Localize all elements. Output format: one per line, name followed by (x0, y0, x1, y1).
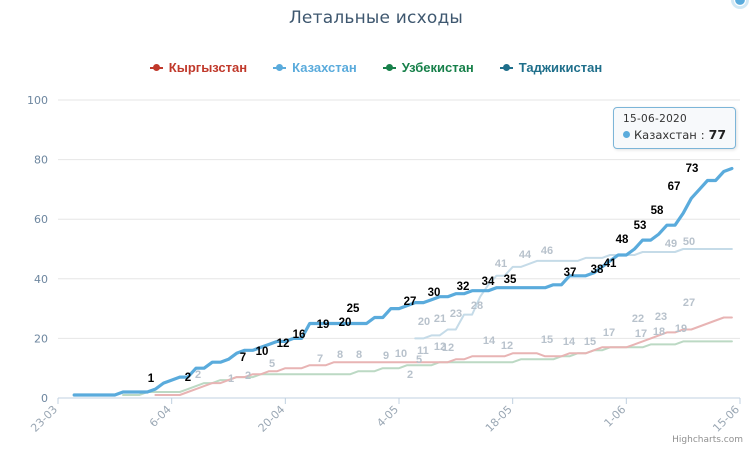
data-label: 28 (471, 300, 483, 312)
data-label: 17 (603, 327, 615, 339)
data-label: 7 (240, 352, 246, 364)
x-axis-tick-label: 18-05 (483, 403, 515, 435)
data-label: 10 (395, 348, 407, 360)
series-line-Казахстан[interactable] (72, 166, 734, 397)
legend-label: Узбекистан (401, 60, 474, 75)
data-label: 16 (293, 329, 306, 341)
data-label: 44 (519, 249, 532, 261)
legend-item-kazakhstan[interactable]: Казахстан (273, 60, 357, 75)
data-label: 2 (407, 369, 413, 381)
x-axis-tick-label: 20-04 (256, 403, 288, 435)
data-label: 17 (635, 328, 647, 340)
data-label: 12 (434, 341, 446, 353)
data-label: 37 (564, 267, 577, 279)
data-label: 15 (584, 336, 596, 348)
legend-label: Казахстан (292, 60, 357, 75)
data-label: 41 (604, 258, 617, 270)
active-point-marker[interactable] (733, 0, 747, 7)
series-line-Таджикистан[interactable] (414, 248, 733, 340)
legend-label: Кыргызстан (168, 60, 248, 75)
data-label: 14 (483, 335, 496, 347)
tooltip-series-row: Казахстан: 77 (623, 127, 726, 142)
y-axis-tick-label: 0 (41, 392, 48, 405)
data-label: 12 (442, 342, 454, 354)
data-label: 5 (416, 354, 422, 366)
x-axis-tick-label: 1-06 (602, 403, 629, 430)
data-label: 11 (417, 345, 429, 357)
tooltip-separator: : (700, 127, 705, 142)
data-label: 8 (337, 349, 343, 361)
legend-marker-icon (273, 63, 287, 72)
y-axis-tick-label: 20 (34, 332, 48, 345)
data-label: 67 (668, 181, 681, 193)
legend-item-kyrgyzstan[interactable]: Кыргызстан (149, 60, 248, 75)
y-axis-tick-label: 60 (34, 213, 48, 226)
data-label: 15 (541, 334, 553, 346)
data-label: 48 (616, 234, 629, 246)
data-label: 7 (317, 353, 323, 365)
data-label: 41 (495, 258, 507, 270)
x-axis-tick-label: 15-06 (710, 403, 742, 435)
data-label: 8 (356, 349, 362, 361)
data-label: 22 (632, 313, 644, 325)
data-label: 5 (269, 358, 275, 370)
data-label: 14 (563, 336, 576, 348)
data-label: 27 (404, 296, 417, 308)
data-label: 25 (347, 303, 360, 315)
data-label: 20 (339, 317, 352, 329)
legend-marker-icon (382, 63, 396, 72)
data-label: 10 (256, 346, 269, 358)
series-line-Кыргызстан[interactable] (154, 316, 733, 396)
chart-legend: Кыргызстан Казахстан Узбекистан Таджикис… (0, 60, 752, 75)
x-axis-tick-label: 4-05 (374, 403, 401, 430)
data-label: 35 (504, 274, 517, 286)
data-label: 12 (501, 340, 513, 352)
data-label: 1 (228, 373, 234, 385)
data-label: 34 (482, 276, 495, 288)
y-axis-tick-label: 40 (34, 273, 48, 286)
tooltip-value: 77 (708, 127, 727, 142)
legend-item-uzbekistan[interactable]: Узбекистан (382, 60, 474, 75)
x-axis-tick-label: 23-03 (28, 403, 60, 435)
data-label: 58 (651, 205, 664, 217)
data-label: 53 (634, 220, 647, 232)
data-label: 30 (428, 287, 441, 299)
data-label: 19 (317, 319, 330, 331)
data-label: 27 (683, 297, 695, 309)
tooltip-series-name: Казахстан (634, 127, 697, 142)
legend-item-tajikistan[interactable]: Таджикистан (499, 60, 603, 75)
data-label: 49 (665, 238, 677, 250)
legend-marker-icon (499, 63, 513, 72)
y-axis-tick-label: 80 (34, 154, 48, 167)
data-label: 2 (185, 372, 191, 384)
page-title: Летальные исходы (288, 8, 464, 28)
data-label: 12 (277, 338, 290, 350)
chart-tooltip: 15-06-2020 Казахстан: 77 (613, 107, 737, 149)
data-label: 21 (434, 313, 446, 325)
data-label: 9 (383, 350, 389, 362)
data-label: 20 (418, 316, 430, 328)
data-label: 23 (450, 308, 462, 320)
highcharts-credit[interactable]: Highcharts.com (672, 435, 743, 445)
data-label: 46 (541, 245, 553, 257)
x-axis-tick-label: 6-04 (147, 403, 174, 430)
tooltip-series-dot-icon (623, 131, 630, 138)
data-label: 19 (675, 323, 687, 335)
data-label: 23 (655, 311, 667, 323)
data-label: 32 (457, 281, 470, 293)
data-label: 18 (653, 326, 665, 338)
data-label: 73 (686, 163, 699, 175)
tooltip-date: 15-06-2020 (623, 113, 688, 125)
data-label: 38 (591, 264, 604, 276)
legend-label: Таджикистан (518, 60, 603, 75)
legend-marker-icon (149, 63, 163, 72)
data-label: 2 (245, 370, 251, 382)
y-axis-tick-label: 100 (27, 94, 48, 107)
data-label: 50 (683, 236, 695, 248)
data-label: 2 (195, 369, 201, 381)
series-line-Узбекистан[interactable] (122, 340, 733, 396)
data-label: 1 (148, 373, 155, 385)
